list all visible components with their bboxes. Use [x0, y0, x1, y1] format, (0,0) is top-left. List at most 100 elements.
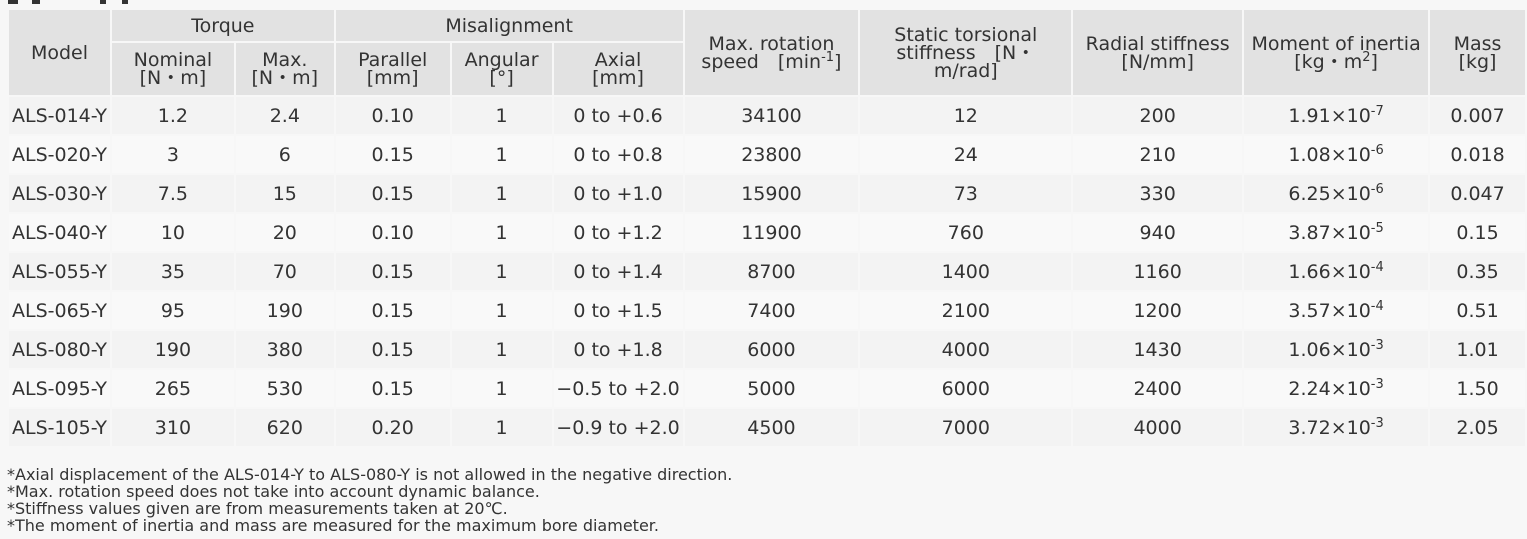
- header-torsional-line3: m/rad]: [933, 59, 998, 82]
- cell-angular: 1: [451, 370, 552, 407]
- table-row: ALS-040-Y 10 20 0.10 1 0 to +1.2 11900 7…: [9, 214, 1525, 251]
- cell-parallel: 0.20: [335, 409, 450, 446]
- header-radial-label: Radial stiffness: [1085, 32, 1230, 55]
- cell-radial: 210: [1073, 136, 1243, 173]
- cell-mass: 1.01: [1430, 331, 1525, 368]
- cell-mass: 0.35: [1430, 253, 1525, 290]
- cell-axial: −0.5 to +2.0: [553, 370, 683, 407]
- cell-inertia: 1.06×10-3: [1244, 331, 1429, 368]
- footnote: *Axial displacement of the ALS-014-Y to …: [7, 465, 733, 484]
- cell-torsional: 4000: [860, 331, 1072, 368]
- cell-max: 15: [235, 175, 334, 212]
- cell-speed: 8700: [684, 253, 859, 290]
- cell-model: ALS-030-Y: [9, 175, 110, 212]
- cell-torsional: 24: [860, 136, 1072, 173]
- header-radial-unit: [N/mm]: [1121, 50, 1194, 73]
- header-inertia-label: Moment of inertia: [1251, 32, 1421, 55]
- header-parallel-label: Parallel: [358, 49, 428, 71]
- cell-inertia: 1.66×10-4: [1244, 253, 1429, 290]
- cell-torsional: 760: [860, 214, 1072, 251]
- cell-max: 70: [235, 253, 334, 290]
- cell-max: 620: [235, 409, 334, 446]
- cell-model: ALS-065-Y: [9, 292, 110, 329]
- cell-speed: 6000: [684, 331, 859, 368]
- cell-nominal: 10: [111, 214, 234, 251]
- cell-axial: 0 to +1.2: [553, 214, 683, 251]
- header-nominal: Nominal [N・m]: [111, 43, 234, 95]
- table-row: ALS-020-Y 3 6 0.15 1 0 to +0.8 23800 24 …: [9, 136, 1525, 173]
- cell-mass: 0.15: [1430, 214, 1525, 251]
- cell-axial: 0 to +0.8: [553, 136, 683, 173]
- header-speed-line2: speed [min-1]: [701, 49, 842, 73]
- cell-mass: 0.007: [1430, 97, 1525, 134]
- cell-angular: 1: [451, 97, 552, 134]
- table-row: ALS-095-Y 265 530 0.15 1 −0.5 to +2.0 50…: [9, 370, 1525, 407]
- cell-speed: 11900: [684, 214, 859, 251]
- cell-torsional: 12: [860, 97, 1072, 134]
- cell-axial: −0.9 to +2.0: [553, 409, 683, 446]
- cell-model: ALS-040-Y: [9, 214, 110, 251]
- cell-model: ALS-020-Y: [9, 136, 110, 173]
- header-inertia-unit: [kg・m2]: [1294, 49, 1378, 73]
- cell-max: 6: [235, 136, 334, 173]
- cell-parallel: 0.15: [335, 253, 450, 290]
- header-max-label: Max.: [262, 49, 308, 71]
- cell-angular: 1: [451, 214, 552, 251]
- cell-mass: 2.05: [1430, 409, 1525, 446]
- cell-angular: 1: [451, 292, 552, 329]
- footnotes: *Axial displacement of the ALS-014-Y to …: [7, 466, 732, 534]
- table-row: ALS-105-Y 310 620 0.20 1 −0.9 to +2.0 45…: [9, 409, 1525, 446]
- cell-mass: 1.50: [1430, 370, 1525, 407]
- header-moment-of-inertia: Moment of inertia [kg・m2]: [1244, 10, 1429, 95]
- cell-nominal: 95: [111, 292, 234, 329]
- cell-radial: 4000: [1073, 409, 1243, 446]
- header-torsional-line1: Static torsional: [894, 23, 1038, 46]
- header-model: Model: [9, 10, 110, 95]
- cell-parallel: 0.15: [335, 292, 450, 329]
- cell-inertia: 3.72×10-3: [1244, 409, 1429, 446]
- cell-radial: 940: [1073, 214, 1243, 251]
- header-angular-label: Angular: [464, 49, 539, 71]
- cell-axial: 0 to +1.4: [553, 253, 683, 290]
- cell-radial: 1200: [1073, 292, 1243, 329]
- cell-axial: 0 to +0.6: [553, 97, 683, 134]
- cell-radial: 2400: [1073, 370, 1243, 407]
- cell-nominal: 310: [111, 409, 234, 446]
- cell-model: ALS-105-Y: [9, 409, 110, 446]
- cell-torsional: 1400: [860, 253, 1072, 290]
- header-misalignment: Misalignment: [335, 10, 683, 41]
- cell-max: 20: [235, 214, 334, 251]
- cell-speed: 34100: [684, 97, 859, 134]
- cell-parallel: 0.15: [335, 175, 450, 212]
- header-parallel-unit: [mm]: [366, 67, 419, 89]
- cell-nominal: 7.5: [111, 175, 234, 212]
- cell-model: ALS-014-Y: [9, 97, 110, 134]
- header-max-rotation-speed: Max. rotation speed [min-1]: [684, 10, 859, 95]
- cell-parallel: 0.10: [335, 97, 450, 134]
- cell-torsional: 2100: [860, 292, 1072, 329]
- header-nominal-unit: [N・m]: [139, 67, 207, 89]
- header-axial: Axial [mm]: [553, 43, 683, 95]
- cell-model: ALS-055-Y: [9, 253, 110, 290]
- header-axial-unit: [mm]: [592, 67, 644, 89]
- header-nominal-label: Nominal: [133, 49, 213, 71]
- cell-max: 380: [235, 331, 334, 368]
- cell-axial: 0 to +1.8: [553, 331, 683, 368]
- cell-mass: 0.047: [1430, 175, 1525, 212]
- header-radial-stiffness: Radial stiffness [N/mm]: [1073, 10, 1243, 95]
- header-angular: Angular [°]: [451, 43, 552, 95]
- cell-nominal: 1.2: [111, 97, 234, 134]
- cell-inertia: 3.87×10-5: [1244, 214, 1429, 251]
- cell-mass: 0.51: [1430, 292, 1525, 329]
- header-max: Max. [N・m]: [235, 43, 334, 95]
- cell-axial: 0 to +1.0: [553, 175, 683, 212]
- cell-torsional: 7000: [860, 409, 1072, 446]
- cell-nominal: 190: [111, 331, 234, 368]
- cell-inertia: 3.57×10-4: [1244, 292, 1429, 329]
- header-torque: Torque: [111, 10, 334, 41]
- footnote: *Max. rotation speed does not take into …: [7, 482, 540, 501]
- cell-parallel: 0.15: [335, 331, 450, 368]
- cell-inertia: 1.08×10-6: [1244, 136, 1429, 173]
- header-static-torsional-stiffness: Static torsional stiffness [N・ m/rad]: [860, 10, 1072, 95]
